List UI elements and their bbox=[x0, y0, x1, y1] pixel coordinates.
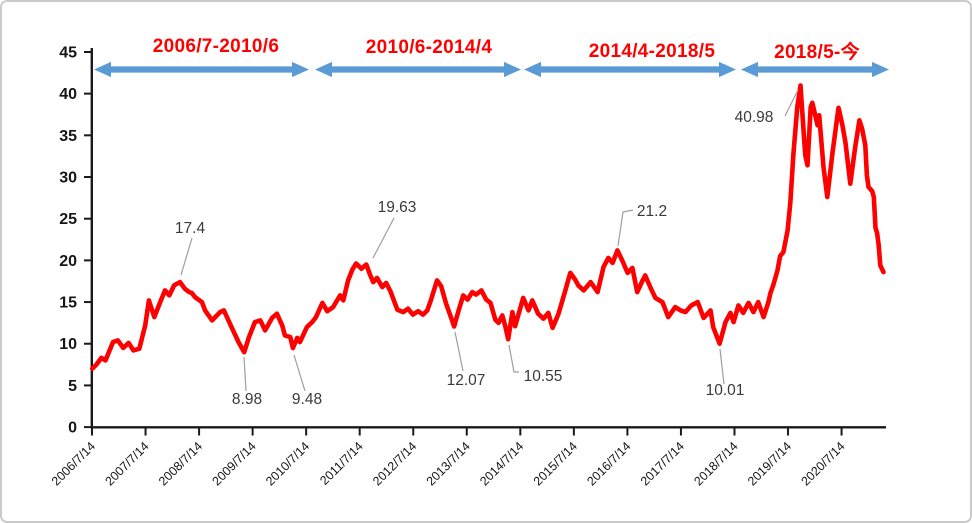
period-arrows: 2006/7-2010/6 2010/6-2014/4 2014/4-2018/5 2… bbox=[94, 36, 889, 78]
annotation-label: 40.98 bbox=[735, 109, 774, 126]
annotation-leader bbox=[508, 344, 519, 373]
x-tick-label: 2009/7/14 bbox=[210, 439, 259, 488]
period-label: 2018/5-今 bbox=[774, 40, 860, 63]
period-arrow bbox=[94, 61, 309, 78]
annotation-leader bbox=[243, 356, 247, 392]
annotation-leader bbox=[454, 331, 464, 372]
annotation-label: 19.63 bbox=[378, 199, 417, 216]
annotations: 17.4 8.98 9.48 19.63 12.07 10.55 21.2 10.01 40.9… bbox=[175, 89, 799, 408]
x-tick-label: 2011/7/14 bbox=[317, 439, 366, 488]
x-tick-label: 2006/7/14 bbox=[49, 439, 98, 488]
annotation-leader bbox=[784, 89, 799, 117]
y-tick-label: 35 bbox=[59, 128, 77, 145]
annotation-leader bbox=[617, 209, 634, 247]
annotation-label: 21.2 bbox=[637, 203, 667, 220]
x-tick-label: 2007/7/14 bbox=[102, 439, 151, 488]
x-tick-label: 2017/7/14 bbox=[638, 439, 687, 488]
period-arrow bbox=[315, 61, 521, 78]
annotation-leader bbox=[719, 348, 725, 385]
annotation-leader bbox=[372, 217, 395, 259]
x-tick-label: 2019/7/14 bbox=[745, 439, 794, 488]
annotation-label: 17.4 bbox=[175, 220, 206, 237]
y-tick-label: 25 bbox=[59, 211, 77, 228]
x-tick-label: 2020/7/14 bbox=[798, 439, 847, 488]
annotation-label: 9.48 bbox=[292, 391, 322, 408]
y-tick-label: 10 bbox=[59, 336, 77, 353]
annotation-label: 8.98 bbox=[232, 391, 262, 408]
period-label: 2014/4-2018/5 bbox=[589, 41, 716, 62]
annotation-label: 12.07 bbox=[447, 372, 486, 389]
period-label: 2010/6-2014/4 bbox=[366, 37, 493, 58]
x-tick-label: 2013/7/14 bbox=[424, 439, 473, 488]
y-tick-label: 15 bbox=[59, 295, 77, 312]
annotation-label: 10.55 bbox=[524, 368, 563, 385]
y-tick-label: 45 bbox=[59, 44, 77, 61]
y-tick-label: 20 bbox=[59, 253, 77, 270]
x-tick-label: 2014/7/14 bbox=[477, 439, 526, 488]
x-tick-label: 2012/7/14 bbox=[370, 439, 419, 488]
annotation-label: 10.01 bbox=[706, 382, 745, 399]
x-tick-label: 2010/7/14 bbox=[263, 439, 312, 488]
period-arrow bbox=[741, 61, 889, 78]
annotation-leader bbox=[293, 354, 306, 392]
y-tick-label: 40 bbox=[59, 86, 77, 103]
x-tick-label: 2008/7/14 bbox=[156, 439, 205, 488]
annotation-leader bbox=[180, 237, 193, 276]
y-tick-label: 5 bbox=[68, 378, 77, 395]
price-line bbox=[89, 83, 886, 372]
period-arrow bbox=[524, 61, 736, 78]
x-tick-label: 2015/7/14 bbox=[531, 439, 580, 488]
x-tick-label: 2018/7/14 bbox=[691, 439, 740, 488]
y-tick-label: 0 bbox=[68, 420, 77, 437]
y-tick-label: 30 bbox=[59, 170, 77, 187]
period-label: 2006/7-2010/6 bbox=[153, 36, 279, 57]
x-tick-label: 2016/7/14 bbox=[584, 439, 633, 488]
